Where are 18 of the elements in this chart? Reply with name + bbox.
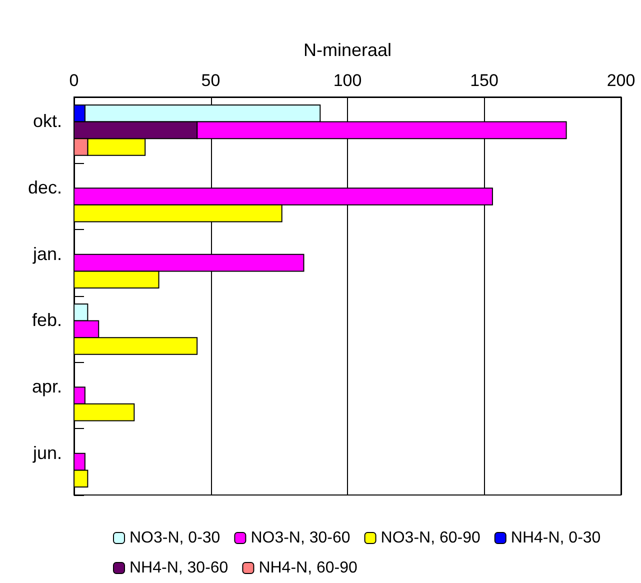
legend-label: NH4-N, 60-90 (258, 560, 358, 576)
y-tick-label: feb. (32, 310, 62, 330)
y-tick-label: dec. (28, 178, 62, 198)
legend-label: NH4-N, 0-30 (510, 530, 601, 546)
y-tick-label: jun. (32, 442, 62, 463)
legend-label: NO3-N, 60-90 (380, 530, 480, 546)
x-tick-label: 0 (69, 71, 79, 90)
y-tick-label: apr. (32, 376, 62, 396)
legend-label: NH4-N, 30-60 (130, 560, 228, 576)
y-tick-label: okt. (32, 111, 62, 132)
x-tick-label: 200 (606, 71, 636, 90)
x-tick-label: 50 (201, 71, 220, 90)
y-tick-label: jan. (32, 244, 62, 264)
legend-label: NO3-N, 30-60 (250, 530, 350, 546)
x-tick-label: 150 (470, 71, 498, 90)
x-tick-label: 100 (333, 71, 362, 90)
x-axis-title: N-mineraal (303, 40, 392, 60)
legend-label: NO3-N, 0-30 (130, 530, 220, 546)
